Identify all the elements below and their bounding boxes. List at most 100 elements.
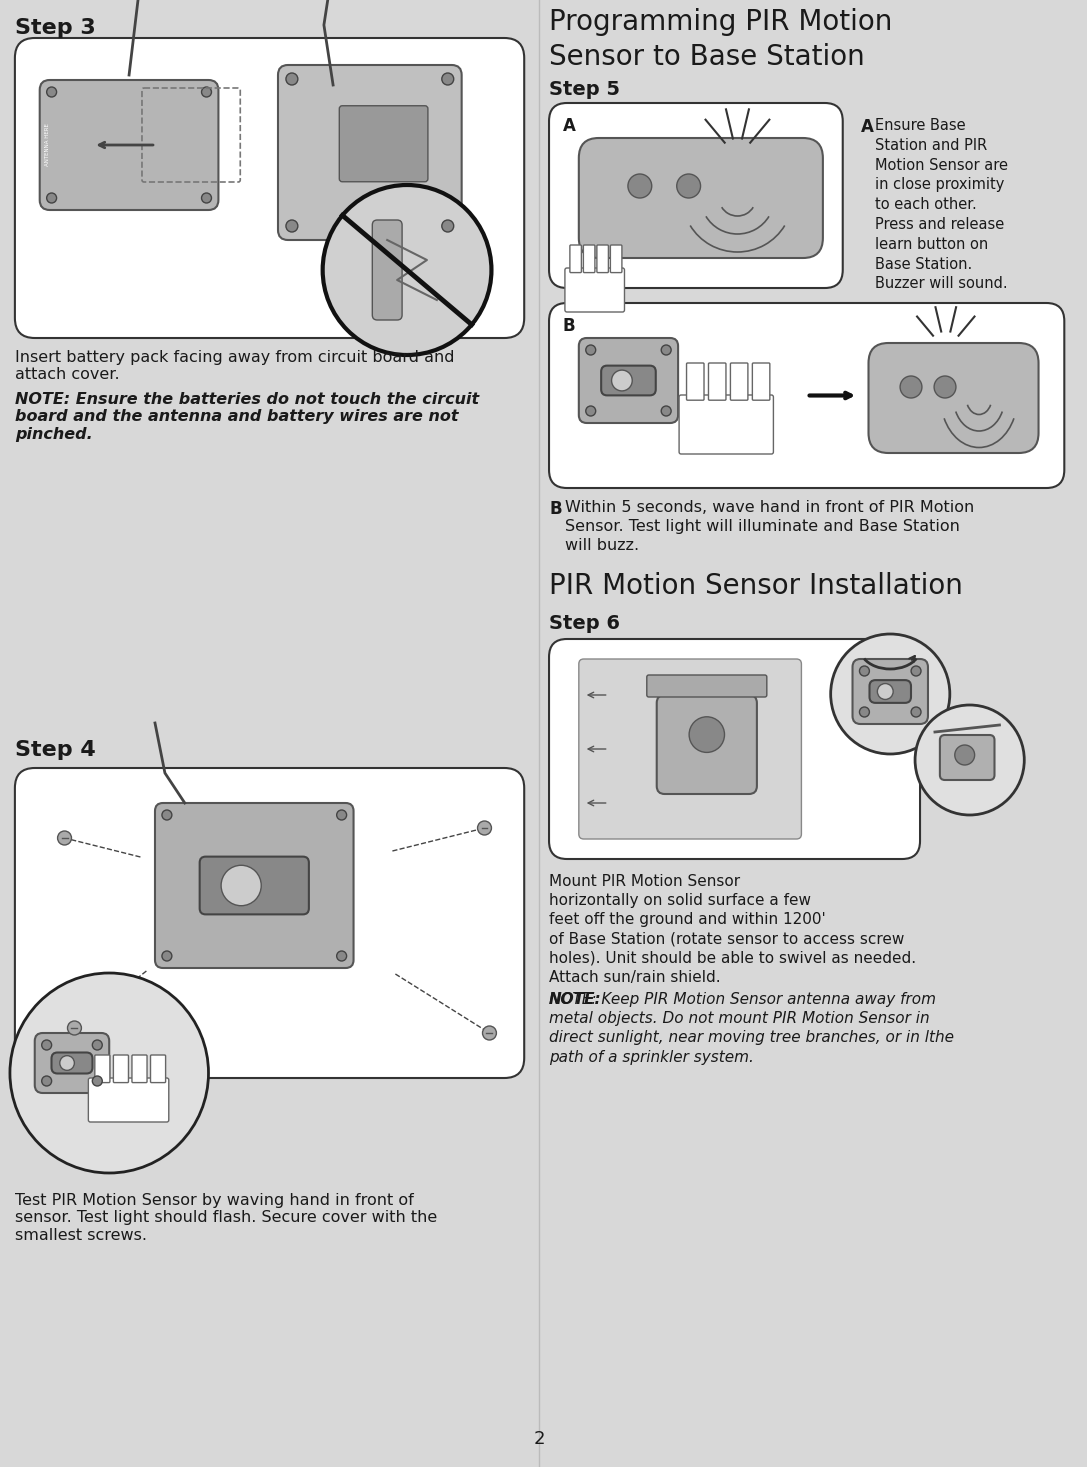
Circle shape — [483, 1025, 497, 1040]
Circle shape — [661, 345, 671, 355]
FancyBboxPatch shape — [869, 343, 1038, 453]
Circle shape — [612, 370, 633, 390]
Text: PIR Motion Sensor Installation: PIR Motion Sensor Installation — [549, 572, 963, 600]
Circle shape — [201, 194, 212, 202]
Circle shape — [830, 634, 950, 754]
FancyBboxPatch shape — [940, 735, 995, 780]
Circle shape — [286, 220, 298, 232]
Circle shape — [286, 73, 298, 85]
Text: NOTE: Keep PIR Motion Sensor antenna away from
metal objects. Do not mount PIR M: NOTE: Keep PIR Motion Sensor antenna awa… — [549, 992, 954, 1065]
FancyBboxPatch shape — [597, 245, 609, 273]
Text: Step 5: Step 5 — [549, 81, 620, 98]
Text: Programming PIR Motion
Sensor to Base Station: Programming PIR Motion Sensor to Base St… — [549, 7, 892, 70]
Circle shape — [441, 73, 453, 85]
FancyBboxPatch shape — [15, 38, 524, 337]
Circle shape — [92, 1075, 102, 1086]
Circle shape — [162, 810, 172, 820]
FancyBboxPatch shape — [549, 103, 842, 288]
FancyBboxPatch shape — [611, 245, 622, 273]
Text: NOTE:: NOTE: — [549, 992, 602, 1006]
FancyBboxPatch shape — [373, 220, 402, 320]
FancyBboxPatch shape — [339, 106, 428, 182]
Circle shape — [162, 951, 172, 961]
Text: Ensure Base
Station and PIR
Motion Sensor are
in close proximity
to each other.
: Ensure Base Station and PIR Motion Senso… — [875, 117, 1008, 292]
FancyBboxPatch shape — [113, 1055, 128, 1083]
Text: Step 3: Step 3 — [15, 18, 96, 38]
Text: A: A — [563, 117, 576, 135]
FancyBboxPatch shape — [565, 268, 625, 312]
FancyBboxPatch shape — [679, 395, 774, 453]
Circle shape — [860, 707, 870, 717]
FancyBboxPatch shape — [549, 304, 1064, 489]
FancyBboxPatch shape — [549, 640, 920, 860]
Text: Mount PIR Motion Sensor
horizontally on solid surface a few
feet off the ground : Mount PIR Motion Sensor horizontally on … — [549, 874, 916, 984]
Circle shape — [337, 951, 347, 961]
FancyBboxPatch shape — [88, 1078, 168, 1122]
Circle shape — [689, 717, 725, 753]
Circle shape — [67, 1021, 82, 1036]
FancyBboxPatch shape — [150, 1055, 165, 1083]
Circle shape — [586, 406, 596, 417]
Text: 2: 2 — [534, 1430, 545, 1448]
Circle shape — [877, 684, 894, 700]
Text: ANTENNA HERE: ANTENNA HERE — [46, 123, 50, 166]
Circle shape — [661, 406, 671, 417]
Text: NOTE: Ensure the batteries do not touch the circuit
board and the antenna and ba: NOTE: Ensure the batteries do not touch … — [15, 392, 479, 442]
Text: Step 4: Step 4 — [15, 739, 96, 760]
FancyBboxPatch shape — [870, 681, 911, 703]
Circle shape — [58, 830, 72, 845]
Text: B: B — [549, 500, 562, 518]
Circle shape — [47, 87, 57, 97]
FancyBboxPatch shape — [687, 362, 704, 400]
Circle shape — [911, 666, 921, 676]
Circle shape — [337, 810, 347, 820]
FancyBboxPatch shape — [51, 1052, 92, 1074]
Circle shape — [677, 175, 700, 198]
FancyBboxPatch shape — [132, 1055, 147, 1083]
Circle shape — [586, 345, 596, 355]
Circle shape — [41, 1075, 51, 1086]
FancyBboxPatch shape — [852, 659, 928, 725]
FancyBboxPatch shape — [730, 362, 748, 400]
FancyBboxPatch shape — [200, 857, 309, 914]
FancyBboxPatch shape — [278, 65, 462, 241]
Circle shape — [628, 175, 652, 198]
Circle shape — [477, 822, 491, 835]
FancyBboxPatch shape — [578, 337, 678, 422]
Circle shape — [954, 745, 975, 764]
FancyBboxPatch shape — [155, 802, 353, 968]
FancyBboxPatch shape — [570, 245, 582, 273]
Circle shape — [41, 1040, 51, 1050]
FancyBboxPatch shape — [40, 81, 218, 210]
FancyBboxPatch shape — [578, 138, 823, 258]
Circle shape — [201, 87, 212, 97]
Circle shape — [900, 376, 922, 398]
Circle shape — [47, 194, 57, 202]
Text: B: B — [563, 317, 575, 334]
FancyBboxPatch shape — [709, 362, 726, 400]
FancyBboxPatch shape — [578, 659, 801, 839]
Circle shape — [221, 866, 261, 905]
Text: A: A — [861, 117, 874, 136]
Circle shape — [10, 973, 209, 1174]
FancyBboxPatch shape — [584, 245, 595, 273]
Text: Within 5 seconds, wave hand in front of PIR Motion
Sensor. Test light will illum: Within 5 seconds, wave hand in front of … — [565, 500, 974, 553]
FancyBboxPatch shape — [647, 675, 766, 697]
Text: Test PIR Motion Sensor by waving hand in front of
sensor. Test light should flas: Test PIR Motion Sensor by waving hand in… — [15, 1193, 437, 1243]
Text: Step 6: Step 6 — [549, 615, 620, 632]
FancyBboxPatch shape — [601, 365, 655, 396]
Circle shape — [323, 185, 491, 355]
FancyBboxPatch shape — [35, 1033, 109, 1093]
Circle shape — [92, 1040, 102, 1050]
FancyBboxPatch shape — [95, 1055, 110, 1083]
Circle shape — [911, 707, 921, 717]
Circle shape — [60, 1056, 74, 1071]
Circle shape — [934, 376, 955, 398]
Circle shape — [915, 706, 1024, 816]
Circle shape — [441, 220, 453, 232]
FancyBboxPatch shape — [657, 695, 757, 794]
FancyBboxPatch shape — [752, 362, 770, 400]
FancyBboxPatch shape — [15, 769, 524, 1078]
Text: Insert battery pack facing away from circuit board and
attach cover.: Insert battery pack facing away from cir… — [15, 351, 454, 383]
Circle shape — [860, 666, 870, 676]
